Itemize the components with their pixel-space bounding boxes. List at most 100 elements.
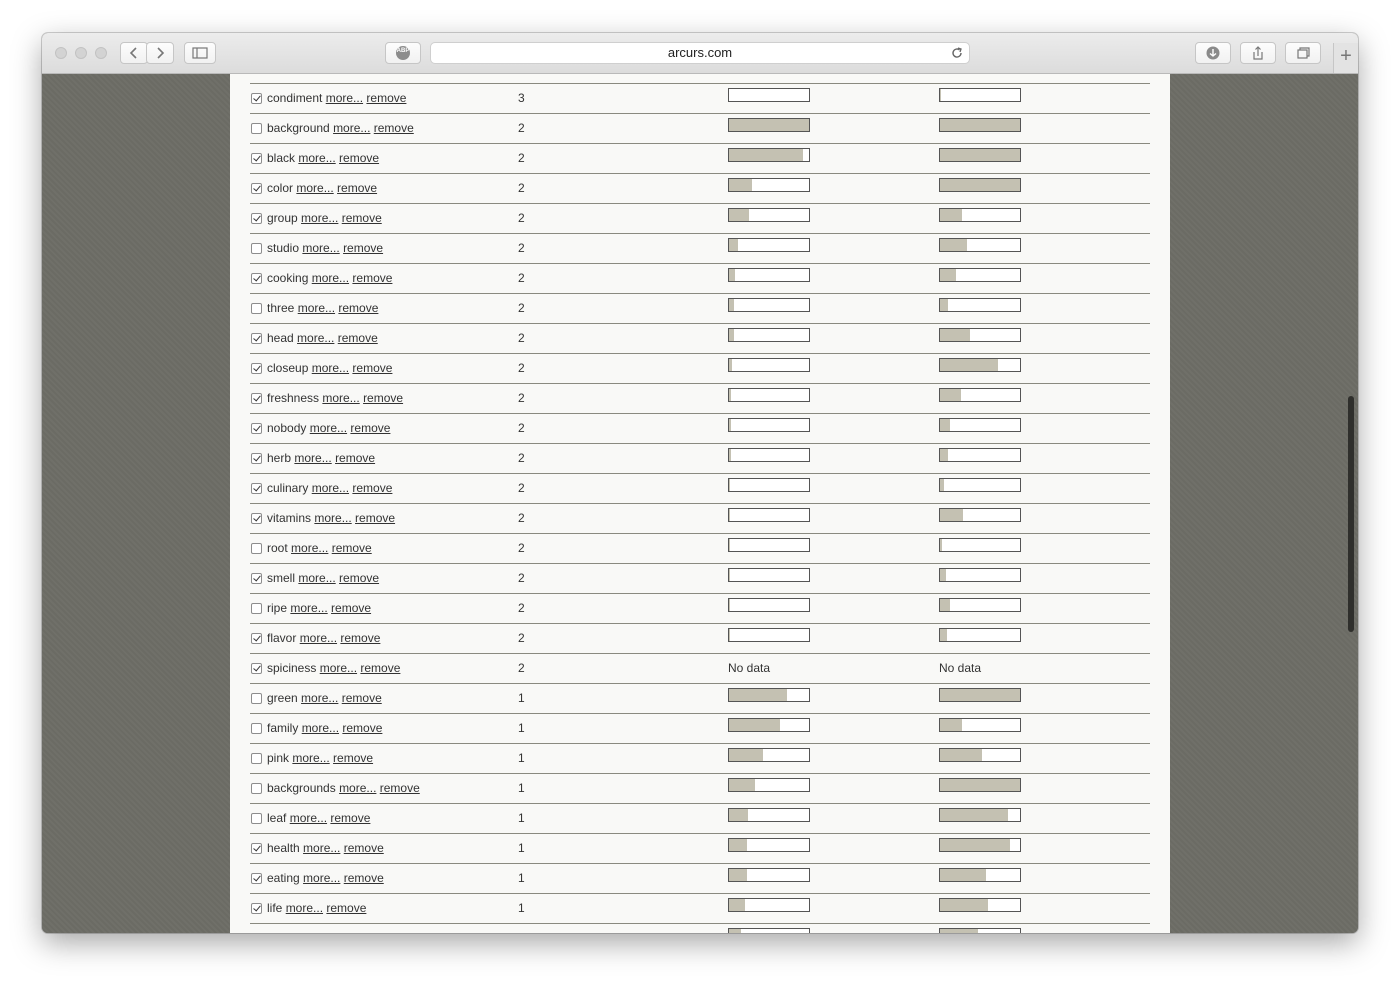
back-button[interactable] — [120, 42, 148, 64]
more-link[interactable]: more... — [292, 751, 330, 765]
remove-link[interactable]: remove — [342, 721, 383, 735]
more-link[interactable]: more... — [301, 721, 340, 735]
keyword-checkbox[interactable] — [251, 93, 262, 104]
keyword-checkbox[interactable] — [251, 543, 262, 554]
remove-link[interactable]: remove — [335, 451, 376, 465]
scrollbar-thumb[interactable] — [1348, 396, 1354, 632]
keyword-checkbox[interactable] — [251, 633, 262, 644]
keyword-checkbox[interactable] — [251, 663, 262, 674]
keyword-checkbox[interactable] — [251, 303, 262, 314]
remove-link[interactable]: remove — [343, 871, 384, 885]
more-link[interactable]: more... — [303, 871, 341, 885]
remove-link[interactable]: remove — [337, 181, 378, 195]
forward-button[interactable] — [146, 42, 174, 64]
more-link[interactable]: more... — [301, 211, 339, 225]
remove-link[interactable]: remove — [338, 301, 379, 315]
keyword-checkbox[interactable] — [251, 903, 262, 914]
more-link[interactable]: more... — [303, 841, 341, 855]
keyword-checkbox[interactable] — [251, 573, 262, 584]
remove-link[interactable]: remove — [352, 271, 393, 285]
more-link[interactable]: more... — [299, 631, 338, 645]
keyword-checkbox[interactable] — [251, 183, 262, 194]
more-link[interactable]: more... — [319, 661, 358, 675]
close-window-button[interactable] — [55, 47, 67, 59]
remove-link[interactable]: remove — [352, 361, 393, 375]
remove-link[interactable]: remove — [366, 91, 407, 105]
more-link[interactable]: more... — [314, 511, 352, 525]
remove-link[interactable]: remove — [337, 331, 378, 345]
remove-link[interactable]: remove — [326, 901, 367, 915]
remove-link[interactable]: remove — [363, 391, 404, 405]
keyword-checkbox[interactable] — [251, 123, 262, 134]
keyword-checkbox[interactable] — [251, 843, 262, 854]
remove-link[interactable]: remove — [339, 151, 380, 165]
remove-link[interactable]: remove — [331, 541, 372, 555]
remove-link[interactable]: remove — [330, 811, 371, 825]
more-link[interactable]: more... — [294, 451, 332, 465]
more-link[interactable]: more... — [339, 781, 377, 795]
share-button[interactable] — [1240, 42, 1276, 64]
keyword-checkbox[interactable] — [251, 393, 262, 404]
reload-icon[interactable] — [949, 45, 965, 61]
more-link[interactable]: more... — [309, 421, 348, 435]
keyword-checkbox[interactable] — [251, 333, 262, 344]
more-link[interactable]: more... — [291, 541, 329, 555]
remove-link[interactable]: remove — [373, 121, 414, 135]
more-link[interactable]: more... — [298, 571, 336, 585]
more-link[interactable]: more... — [325, 91, 364, 105]
remove-link[interactable]: remove — [339, 571, 380, 585]
keyword-checkbox[interactable] — [251, 243, 262, 254]
adblock-button[interactable]: ABP — [385, 42, 421, 64]
more-link[interactable]: more... — [289, 811, 328, 825]
keyword-checkbox[interactable] — [251, 783, 262, 794]
keyword-checkbox[interactable] — [251, 873, 262, 884]
zoom-window-button[interactable] — [95, 47, 107, 59]
address-bar[interactable]: arcurs.com — [430, 42, 970, 64]
keyword-checkbox[interactable] — [251, 153, 262, 164]
keyword-checkbox[interactable] — [251, 723, 262, 734]
more-link[interactable]: more... — [297, 301, 336, 315]
remove-link[interactable]: remove — [341, 691, 382, 705]
remove-link[interactable]: remove — [333, 751, 374, 765]
tabs-overview-button[interactable] — [1285, 42, 1321, 64]
more-link[interactable]: more... — [311, 271, 350, 285]
remove-link[interactable]: remove — [343, 241, 384, 255]
remove-link[interactable]: remove — [360, 661, 401, 675]
more-link[interactable]: more... — [333, 121, 371, 135]
more-link[interactable]: more... — [296, 181, 334, 195]
remove-link[interactable]: remove — [340, 631, 381, 645]
keyword-checkbox[interactable] — [251, 453, 262, 464]
keyword-checkbox[interactable] — [251, 753, 262, 764]
more-link[interactable]: more... — [285, 901, 324, 915]
sidebar-toggle-button[interactable] — [184, 42, 216, 64]
more-link[interactable]: more... — [311, 481, 350, 495]
keyword-checkbox[interactable] — [251, 483, 262, 494]
remove-link[interactable]: remove — [331, 601, 372, 615]
more-link[interactable]: more... — [301, 691, 339, 705]
remove-link[interactable]: remove — [379, 781, 420, 795]
remove-link[interactable]: remove — [350, 421, 391, 435]
relevance-bar — [728, 868, 810, 882]
minimize-window-button[interactable] — [75, 47, 87, 59]
keyword-checkbox[interactable] — [251, 813, 262, 824]
more-link[interactable]: more... — [297, 331, 335, 345]
more-link[interactable]: more... — [298, 151, 336, 165]
remove-link[interactable]: remove — [352, 481, 393, 495]
new-tab-button[interactable]: + — [1333, 43, 1358, 73]
keyword-cell: culinary more... remove — [267, 481, 392, 495]
more-link[interactable]: more... — [322, 391, 360, 405]
keyword-checkbox[interactable] — [251, 273, 262, 284]
keyword-checkbox[interactable] — [251, 513, 262, 524]
downloads-button[interactable] — [1195, 42, 1231, 64]
more-link[interactable]: more... — [290, 601, 328, 615]
keyword-checkbox[interactable] — [251, 423, 262, 434]
remove-link[interactable]: remove — [341, 211, 382, 225]
remove-link[interactable]: remove — [355, 511, 396, 525]
remove-link[interactable]: remove — [343, 841, 384, 855]
keyword-checkbox[interactable] — [251, 603, 262, 614]
more-link[interactable]: more... — [302, 241, 340, 255]
more-link[interactable]: more... — [311, 361, 350, 375]
keyword-checkbox[interactable] — [251, 363, 262, 374]
keyword-checkbox[interactable] — [251, 213, 262, 224]
keyword-checkbox[interactable] — [251, 693, 262, 704]
